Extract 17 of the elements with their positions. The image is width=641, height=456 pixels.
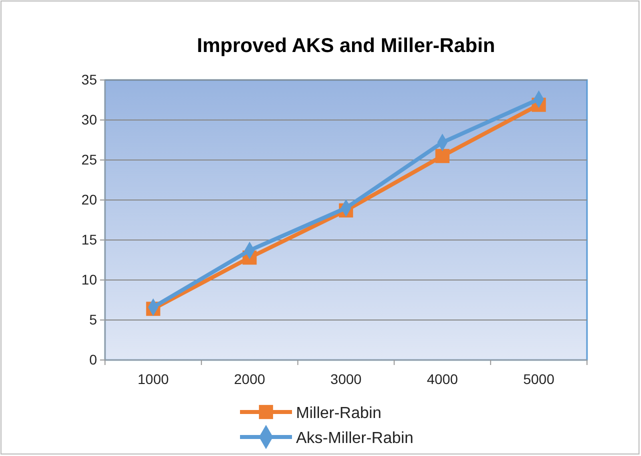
y-tick-label: 15 bbox=[81, 231, 98, 248]
y-tick-label: 10 bbox=[81, 271, 98, 288]
y-tick-label: 35 bbox=[81, 71, 98, 88]
x-tick-label: 4000 bbox=[426, 370, 458, 387]
x-tick-label: 3000 bbox=[330, 370, 362, 387]
x-tick-label: 5000 bbox=[523, 370, 555, 387]
x-tick-label: 1000 bbox=[138, 370, 169, 387]
legend-label: Miller-Rabin bbox=[296, 405, 382, 422]
y-tick-label: 30 bbox=[81, 111, 98, 128]
chart-title: Improved AKS and Miller-Rabin bbox=[196, 35, 496, 57]
y-tick-label: 20 bbox=[81, 191, 98, 208]
y-tick-label: 5 bbox=[89, 311, 98, 328]
y-tick-label: 0 bbox=[89, 351, 98, 368]
y-tick-label: 25 bbox=[81, 151, 98, 168]
legend-label: Aks-Miller-Rabin bbox=[296, 430, 414, 447]
point bbox=[435, 148, 450, 164]
x-tick-label: 2000 bbox=[234, 370, 266, 387]
